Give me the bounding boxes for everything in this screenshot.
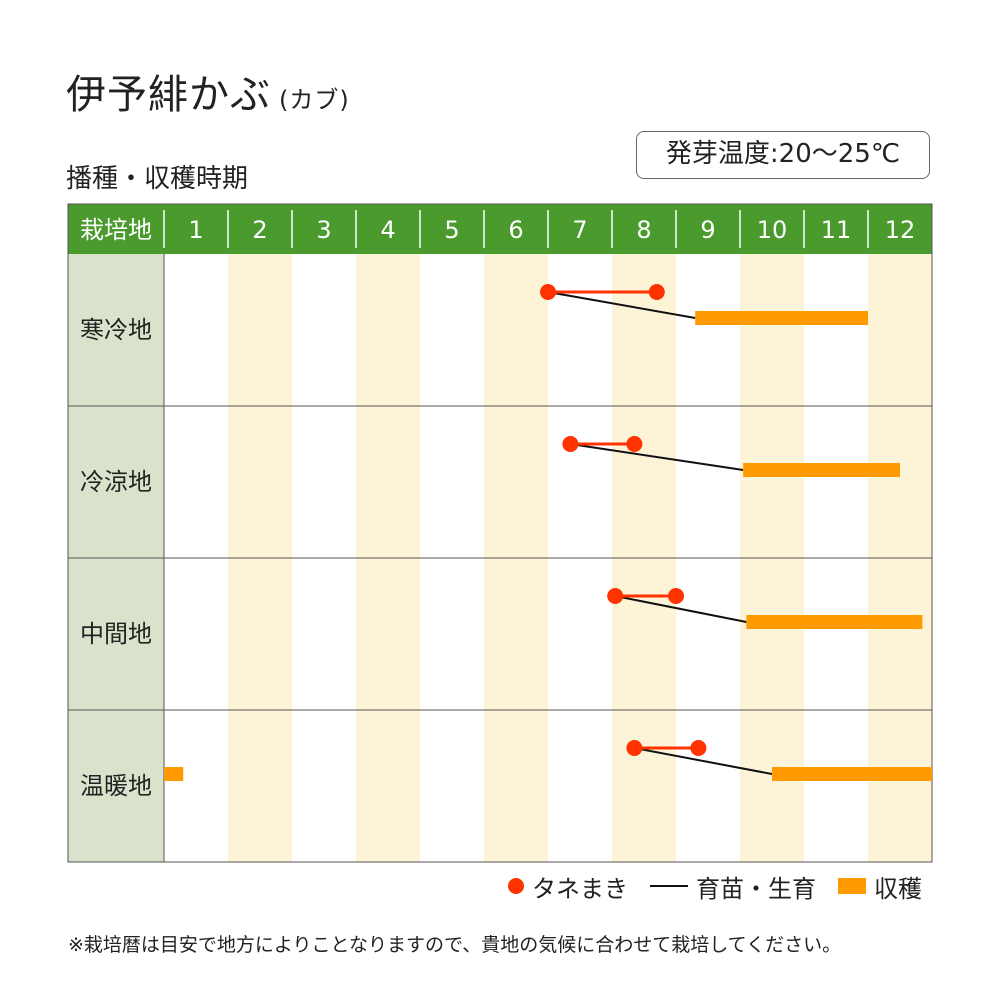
sowing-end-dot-0	[648, 284, 665, 300]
growth-line-2	[615, 595, 747, 623]
header-bar	[68, 204, 932, 254]
legend-harvest-label: 収穫	[874, 874, 922, 903]
growth-line-1	[570, 443, 744, 471]
page-title: 伊予緋かぶ (カブ)	[66, 62, 350, 120]
month-label-8: 8	[636, 216, 651, 244]
region-label-3: 温暖地	[80, 772, 152, 800]
header-corner-label: 栽培地	[80, 216, 152, 244]
month-label-12: 12	[885, 216, 916, 244]
sowing-start-dot-1	[562, 436, 579, 452]
footnote: ※栽培暦は目安で地方によりことなりますので、貴地の気候に合わせて栽培してください…	[68, 934, 842, 956]
sowing-end-dot-1	[626, 436, 643, 452]
legend-harvest-marker	[838, 878, 866, 894]
germination-temp-badge: 発芽温度:20〜25℃	[636, 131, 930, 179]
month-label-7: 7	[572, 216, 587, 244]
month-label-1: 1	[188, 216, 203, 244]
region-label-0: 寒冷地	[80, 316, 152, 344]
harvest-bar-2-0	[746, 615, 923, 629]
chart-subtitle: 播種・収穫時期	[66, 164, 249, 194]
legend-seedling: 育苗・生育	[650, 869, 816, 904]
legend: タネまき 育苗・生育 収穫	[508, 869, 922, 904]
legend-harvest: 収穫	[838, 869, 922, 904]
harvest-bar-0-0	[695, 311, 868, 325]
region-label-1: 冷涼地	[80, 468, 152, 496]
month-label-3: 3	[316, 216, 331, 244]
harvest-bar-3-0	[772, 767, 932, 781]
legend-sowing-label: タネまき	[532, 874, 628, 903]
legend-seedling-label: 育苗・生育	[696, 874, 816, 903]
sowing-start-dot-0	[540, 284, 556, 300]
legend-seedling-marker	[650, 885, 688, 887]
month-label-5: 5	[444, 216, 459, 244]
month-label-10: 10	[757, 216, 788, 244]
sowing-start-dot-3	[626, 740, 643, 756]
month-label-9: 9	[700, 216, 715, 244]
sowing-start-dot-2	[607, 588, 624, 604]
harvest-bar-3-1	[164, 767, 184, 781]
growth-line-0	[547, 291, 696, 319]
legend-sowing-marker	[508, 878, 524, 894]
month-label-11: 11	[821, 216, 852, 244]
region-label-2: 中間地	[80, 620, 152, 648]
harvest-bar-1-0	[743, 463, 900, 477]
title-main: 伊予緋かぶ	[66, 72, 271, 118]
month-label-4: 4	[380, 216, 395, 244]
title-sub: (カブ)	[279, 86, 350, 114]
legend-sowing: タネまき	[508, 869, 628, 904]
sowing-end-dot-3	[690, 740, 707, 756]
growth-line-3	[634, 747, 773, 775]
chart-frame	[67, 203, 933, 863]
sowing-end-dot-2	[668, 588, 684, 604]
month-label-2: 2	[252, 216, 267, 244]
month-label-6: 6	[508, 216, 523, 244]
